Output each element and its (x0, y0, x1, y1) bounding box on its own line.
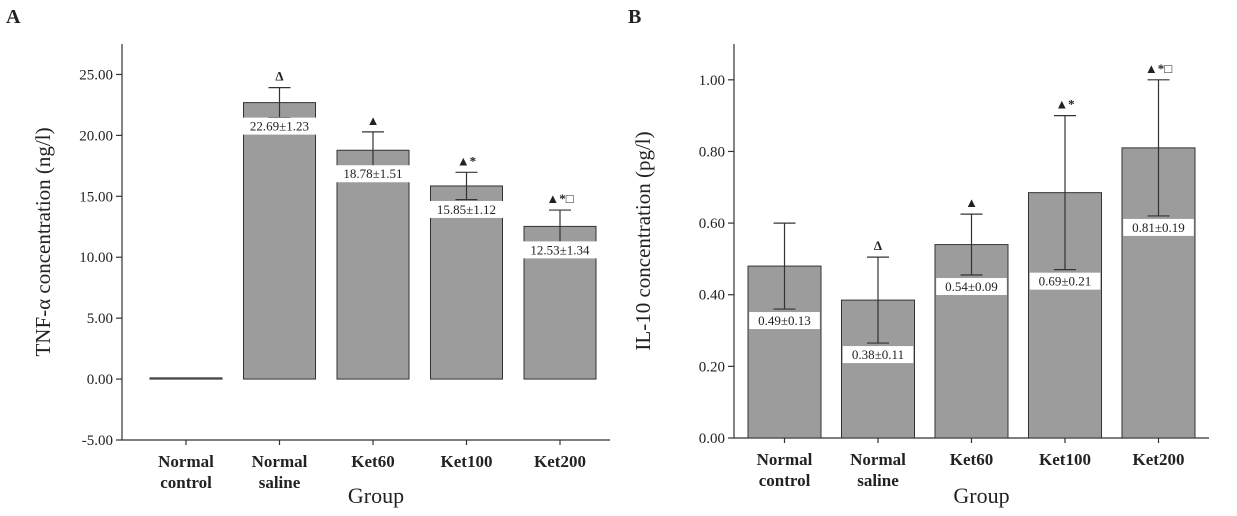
x-tick-label: Ket200 (534, 452, 586, 471)
x-tick-label: Ket100 (1039, 450, 1091, 469)
value-label-bg-1 (842, 346, 914, 364)
x-tick-label: Ket60 (351, 452, 394, 471)
x-tick-label: Ket200 (1133, 450, 1185, 469)
tnf-alpha-bar-chart: -5.00 0.00 5.00 10.00 15.00 20.00 25.00 TNF-α c… (31, 44, 610, 508)
y-tick-label: 0.20 (699, 359, 725, 375)
value-label-bg-2 (936, 278, 1007, 296)
significance-marker-1: Δ (275, 69, 283, 84)
value-label-0: 0.49±0.13 (758, 313, 811, 328)
value-label-2: 0.54±0.09 (945, 279, 998, 294)
panel-letter-b: B (628, 6, 642, 28)
value-label-1: 22.69±1.23 (250, 119, 309, 134)
bar-3 (430, 185, 503, 380)
value-label-3: 0.69±0.21 (1039, 274, 1092, 289)
value-label-1: 0.38±0.11 (852, 347, 904, 362)
panel-letter-a: A (6, 6, 21, 28)
value-label-bg-3 (427, 200, 506, 218)
value-label-bg-4 (1123, 218, 1194, 236)
value-label-bg-1 (240, 117, 319, 135)
significance-marker-2: ▲ (965, 195, 978, 210)
y-tick-label: 10.00 (79, 250, 113, 266)
y-axis-title: TNF-α concentration (ng/l) (31, 127, 55, 356)
x-tick-label: Ket100 (441, 452, 493, 471)
y-tick-label: 0.60 (699, 216, 725, 232)
bar-2 (336, 149, 410, 380)
x-tick-label: Normal control (158, 452, 214, 492)
value-label-2: 18.78±1.51 (343, 166, 402, 181)
value-label-bg-0 (749, 312, 820, 330)
bar-1 (243, 102, 316, 380)
y-tick-label: -5.00 (82, 433, 113, 449)
x-tick-label: Normal saline (850, 450, 906, 490)
value-label-4: 12.53±1.34 (530, 242, 590, 257)
y-tick-label: 0.00 (699, 431, 725, 447)
y-tick-label: 0.40 (699, 288, 725, 304)
il10-bar-chart: 0.00 0.20 0.40 0.60 0.80 1.00 IL-10 concentrat… (631, 44, 1209, 508)
x-tick-label: Ket60 (950, 450, 993, 469)
value-label-4: 0.81±0.19 (1132, 220, 1185, 235)
significance-marker-3: ▲* (457, 153, 476, 168)
y-tick-label: 25.00 (79, 67, 113, 83)
value-label-bg-2 (334, 165, 412, 183)
y-tick-label: 0.80 (699, 144, 725, 160)
significance-marker-4: ▲*□ (1145, 61, 1172, 76)
significance-marker-1: Δ (874, 238, 882, 253)
y-axis-title: IL-10 concentration (pg/l) (631, 131, 655, 350)
y-tick-label: 5.00 (87, 311, 113, 327)
bar-0 (149, 377, 223, 380)
y-tick-label: 0.00 (87, 372, 113, 388)
significance-marker-4: ▲*□ (546, 191, 573, 206)
x-tick-label: Normal control (757, 450, 813, 490)
significance-marker-3: ▲* (1055, 97, 1074, 112)
x-tick-label: Normal saline (252, 452, 308, 492)
y-tick-label: 1.00 (699, 73, 725, 89)
value-label-bg-3 (1029, 272, 1101, 290)
value-label-bg-4 (521, 241, 599, 259)
x-axis-title: Group (953, 483, 1009, 508)
significance-marker-2: ▲ (367, 113, 380, 128)
x-axis-title: Group (348, 483, 404, 508)
value-label-3: 15.85±1.12 (437, 202, 496, 217)
y-tick-label: 15.00 (79, 189, 113, 205)
y-tick-label: 20.00 (79, 128, 113, 144)
